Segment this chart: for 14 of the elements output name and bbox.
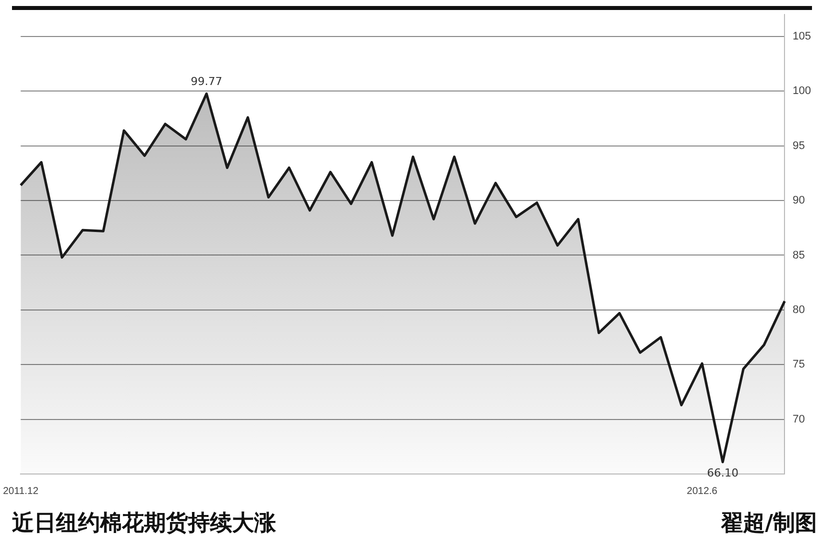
y-tick-label: 100	[792, 85, 812, 98]
text: 近日纽约棉花期货持续大涨	[12, 510, 276, 538]
y-tick-label: 105	[792, 30, 812, 43]
y-tick-label: 70	[792, 413, 805, 426]
data-label: 99.77	[190, 75, 222, 88]
x-tick-label: 2012.6	[686, 486, 718, 497]
y-tick-label: 95	[792, 140, 805, 152]
y-tick-label: 85	[792, 249, 805, 262]
text: 翟超/制图	[720, 510, 817, 538]
x-tick-label: 2011.12	[3, 486, 39, 497]
y-tick-label: 75	[792, 358, 805, 371]
y-tick-label: 90	[792, 194, 805, 207]
y-tick-label: 80	[792, 304, 805, 316]
data-label: 66.10	[706, 466, 738, 480]
